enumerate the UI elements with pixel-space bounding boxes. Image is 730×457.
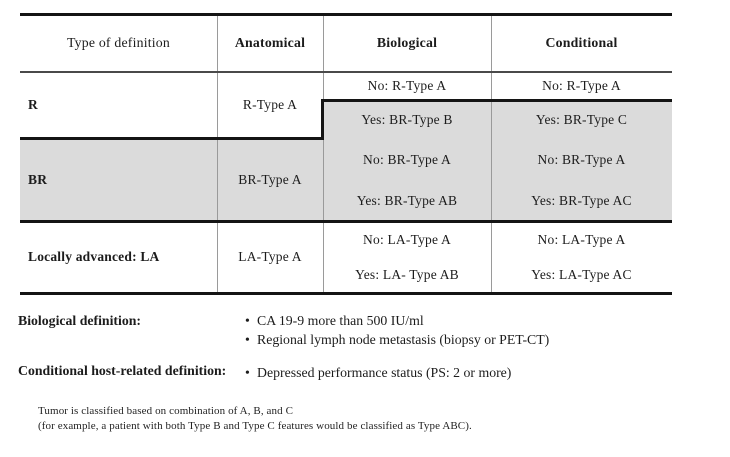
shaded-region-bottom-rule: [20, 220, 672, 223]
biological-item-2: Regional lymph node metastasis (biopsy o…: [257, 332, 550, 347]
header-biological: Biological: [376, 35, 438, 50]
cell-r-conditional-no: No: R-Type A: [542, 78, 621, 93]
shaded-region-top-rule: [322, 99, 672, 102]
shaded-region-step-rule: [321, 99, 324, 140]
column-separator-3: [491, 15, 492, 294]
row-label-r: R: [28, 96, 38, 112]
header-bottom-rule: [20, 71, 672, 73]
bullet-icon: •: [245, 332, 250, 347]
footnote-line-2: (for example, a patient with both Type B…: [38, 419, 472, 432]
cell-la-anatomical: LA-Type A: [238, 249, 302, 264]
cell-br-conditional-no: No: BR-Type A: [537, 152, 626, 167]
cell-r-anatomical: R-Type A: [242, 96, 298, 112]
cell-r-conditional-yes: Yes: BR-Type C: [535, 111, 628, 127]
biological-item-1: CA 19-9 more than 500 IU/ml: [257, 313, 424, 328]
table-bottom-rule: [20, 292, 672, 295]
cell-la-biological-yes: Yes: LA- Type AB: [355, 267, 459, 282]
header-type-of-definition: Type of definition: [66, 35, 171, 50]
footnote-line-1: Tumor is classified based on combination…: [38, 405, 294, 417]
cell-br-biological-no: No: BR-Type A: [363, 152, 451, 167]
list-item: • Depressed performance status (PS: 2 or…: [245, 363, 665, 382]
shaded-region-right: [323, 101, 672, 221]
cell-r-biological-no: No: R-Type A: [367, 78, 447, 93]
header-conditional: Conditional: [545, 35, 618, 50]
r-row-bottom-rule: [20, 137, 324, 140]
footnote: Tumor is classified based on combination…: [38, 404, 678, 433]
cell-la-conditional-no: No: LA-Type A: [537, 232, 626, 247]
biological-definition-list: • CA 19-9 more than 500 IU/ml • Regional…: [245, 311, 665, 349]
biological-definition-label: Biological definition:: [18, 313, 142, 328]
cell-br-conditional-yes: Yes: BR-Type AC: [531, 193, 632, 208]
shaded-region-left: [20, 139, 323, 221]
bullet-icon: •: [245, 313, 250, 328]
column-separator-1: [217, 15, 218, 294]
cell-r-biological-yes: Yes: BR-Type B: [361, 111, 453, 127]
conditional-definition-list: • Depressed performance status (PS: 2 or…: [245, 363, 665, 382]
cell-br-biological-yes: Yes: BR-Type AB: [356, 193, 458, 208]
conditional-item-1: Depressed performance status (PS: 2 or m…: [257, 365, 512, 380]
table-top-rule: [20, 13, 672, 16]
cell-la-biological-no: No: LA-Type A: [363, 232, 451, 247]
cell-br-anatomical: BR-Type A: [238, 172, 302, 187]
list-item: • Regional lymph node metastasis (biopsy…: [245, 330, 665, 349]
bullet-icon: •: [245, 365, 250, 380]
row-label-la: Locally advanced: LA: [28, 249, 160, 264]
row-label-br: BR: [28, 172, 48, 187]
column-separator-2: [323, 15, 324, 294]
cell-la-conditional-yes: Yes: LA-Type AC: [531, 267, 632, 282]
conditional-definition-label: Conditional host-related definition:: [18, 363, 227, 378]
list-item: • CA 19-9 more than 500 IU/ml: [245, 311, 665, 330]
header-anatomical: Anatomical: [234, 35, 306, 50]
